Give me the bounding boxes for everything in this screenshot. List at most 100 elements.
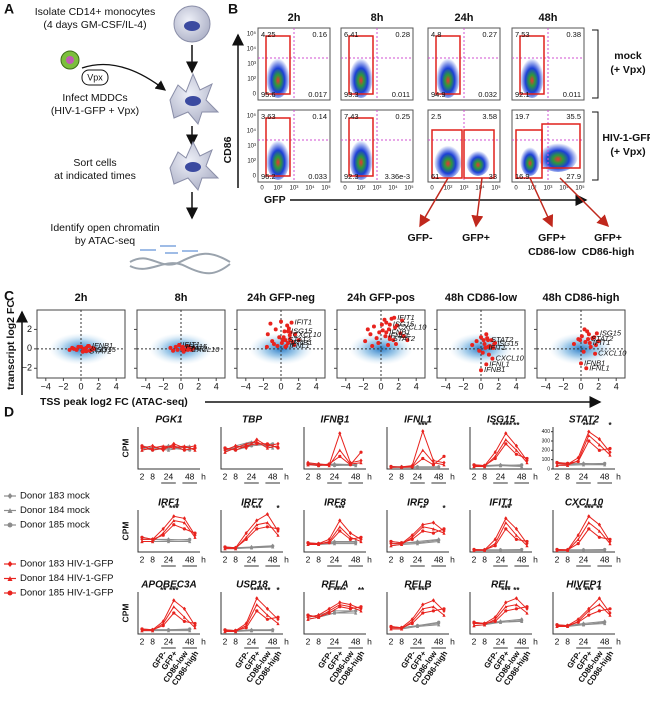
data-point	[431, 609, 435, 613]
gene-point	[477, 348, 482, 353]
legend-label: Donor 184 mock	[20, 505, 90, 516]
gene-point	[571, 342, 576, 346]
data-point	[359, 539, 363, 544]
data-point	[327, 462, 331, 466]
data-point	[166, 448, 171, 452]
gene-point	[290, 340, 295, 345]
gene-point	[398, 331, 403, 336]
data-point	[576, 620, 580, 624]
data-point	[140, 535, 144, 539]
gene-point	[586, 337, 591, 342]
x-tick-label: 8	[233, 554, 238, 564]
data-point	[514, 448, 518, 452]
sort-gate	[348, 35, 374, 95]
x-tick-label: 48	[517, 471, 527, 481]
data-point	[566, 548, 570, 552]
significance-label: ***	[418, 586, 428, 595]
data-point	[265, 617, 269, 621]
gene-point	[286, 329, 291, 334]
flow-density	[266, 136, 290, 180]
data-point	[182, 521, 186, 525]
sort-label: GFP+	[538, 232, 566, 244]
row-label: HIV-1-GFP	[602, 132, 650, 144]
data-point	[415, 465, 420, 469]
data-point	[504, 438, 508, 442]
quadrant-value: 0.38	[566, 30, 581, 39]
series-line	[473, 606, 528, 625]
data-point	[348, 537, 352, 542]
data-point	[338, 448, 342, 452]
data-point	[410, 621, 414, 626]
gene-point	[583, 340, 588, 345]
x-tick-label: 48	[351, 471, 361, 481]
gene-point	[484, 332, 489, 337]
panel-letter: A	[4, 1, 14, 17]
x-tick-label: 2	[140, 554, 145, 564]
series-line	[557, 434, 611, 466]
data-point	[359, 537, 363, 542]
data-point	[504, 442, 508, 446]
gene-label: STAT2	[89, 346, 112, 355]
gene-point	[384, 320, 389, 325]
data-point	[587, 606, 591, 611]
data-point	[276, 621, 280, 626]
data-point	[525, 611, 529, 615]
data-point	[338, 605, 342, 609]
significance-label: **	[264, 586, 271, 595]
data-point	[415, 624, 420, 628]
chart-title: IFNL1	[404, 415, 432, 426]
gene-point	[179, 346, 184, 351]
y-tick-label: 200	[542, 448, 551, 454]
data-point	[603, 461, 607, 465]
legend-marker	[7, 493, 13, 499]
data-point	[525, 456, 529, 461]
data-point	[504, 609, 508, 613]
x-tick-label: 24	[247, 636, 257, 646]
x-tick-label: 2	[140, 471, 145, 481]
chart-title: REL	[491, 580, 511, 591]
gene-point	[400, 318, 405, 323]
data-point	[338, 600, 342, 605]
gene-label: IFIT1	[182, 340, 200, 349]
x-tick-label: 0	[278, 381, 283, 391]
data-point	[608, 613, 612, 617]
gene-point	[168, 345, 173, 350]
quadrant-value: 0.28	[395, 30, 410, 39]
sort-gate	[519, 35, 545, 95]
flow-density	[349, 136, 373, 180]
series-line	[224, 610, 279, 632]
data-point	[603, 620, 607, 624]
quadrant-value: 94.9	[431, 90, 446, 99]
x-tick-label: h	[367, 554, 372, 564]
x-tick-label: h	[284, 636, 289, 646]
step-text: at indicated times	[54, 170, 136, 182]
x-tick-label: 24	[247, 471, 257, 481]
gene-point	[386, 327, 391, 332]
x-tick-label: 2	[196, 381, 201, 391]
data-point	[504, 431, 508, 436]
significance-label: **	[243, 504, 250, 513]
gene-point	[277, 335, 282, 340]
series-line	[473, 604, 528, 627]
data-point	[525, 461, 529, 465]
data-point	[493, 544, 497, 548]
gene-point	[587, 341, 592, 346]
sort-arrow	[559, 177, 610, 228]
data-point	[400, 626, 404, 630]
data-point	[576, 459, 580, 464]
x-tick-label: h	[201, 554, 206, 564]
quadrant-value: 92.1	[515, 90, 530, 99]
data-point	[587, 527, 591, 531]
gene-label: STAT2	[288, 335, 311, 344]
data-point	[166, 538, 171, 542]
x-tick-label: 8	[316, 636, 321, 646]
y-tick-label: 0	[253, 92, 257, 98]
data-point	[166, 443, 171, 448]
axis-label: CD86	[222, 136, 234, 163]
sort-label: GFP+	[462, 232, 490, 244]
significance-label: ***	[584, 586, 594, 595]
gene-label: CXCL10	[293, 330, 322, 339]
x-tick-label: 10⁴	[388, 185, 398, 192]
sort-label: CD86-high	[582, 246, 635, 258]
chromatin-icon	[129, 245, 231, 275]
